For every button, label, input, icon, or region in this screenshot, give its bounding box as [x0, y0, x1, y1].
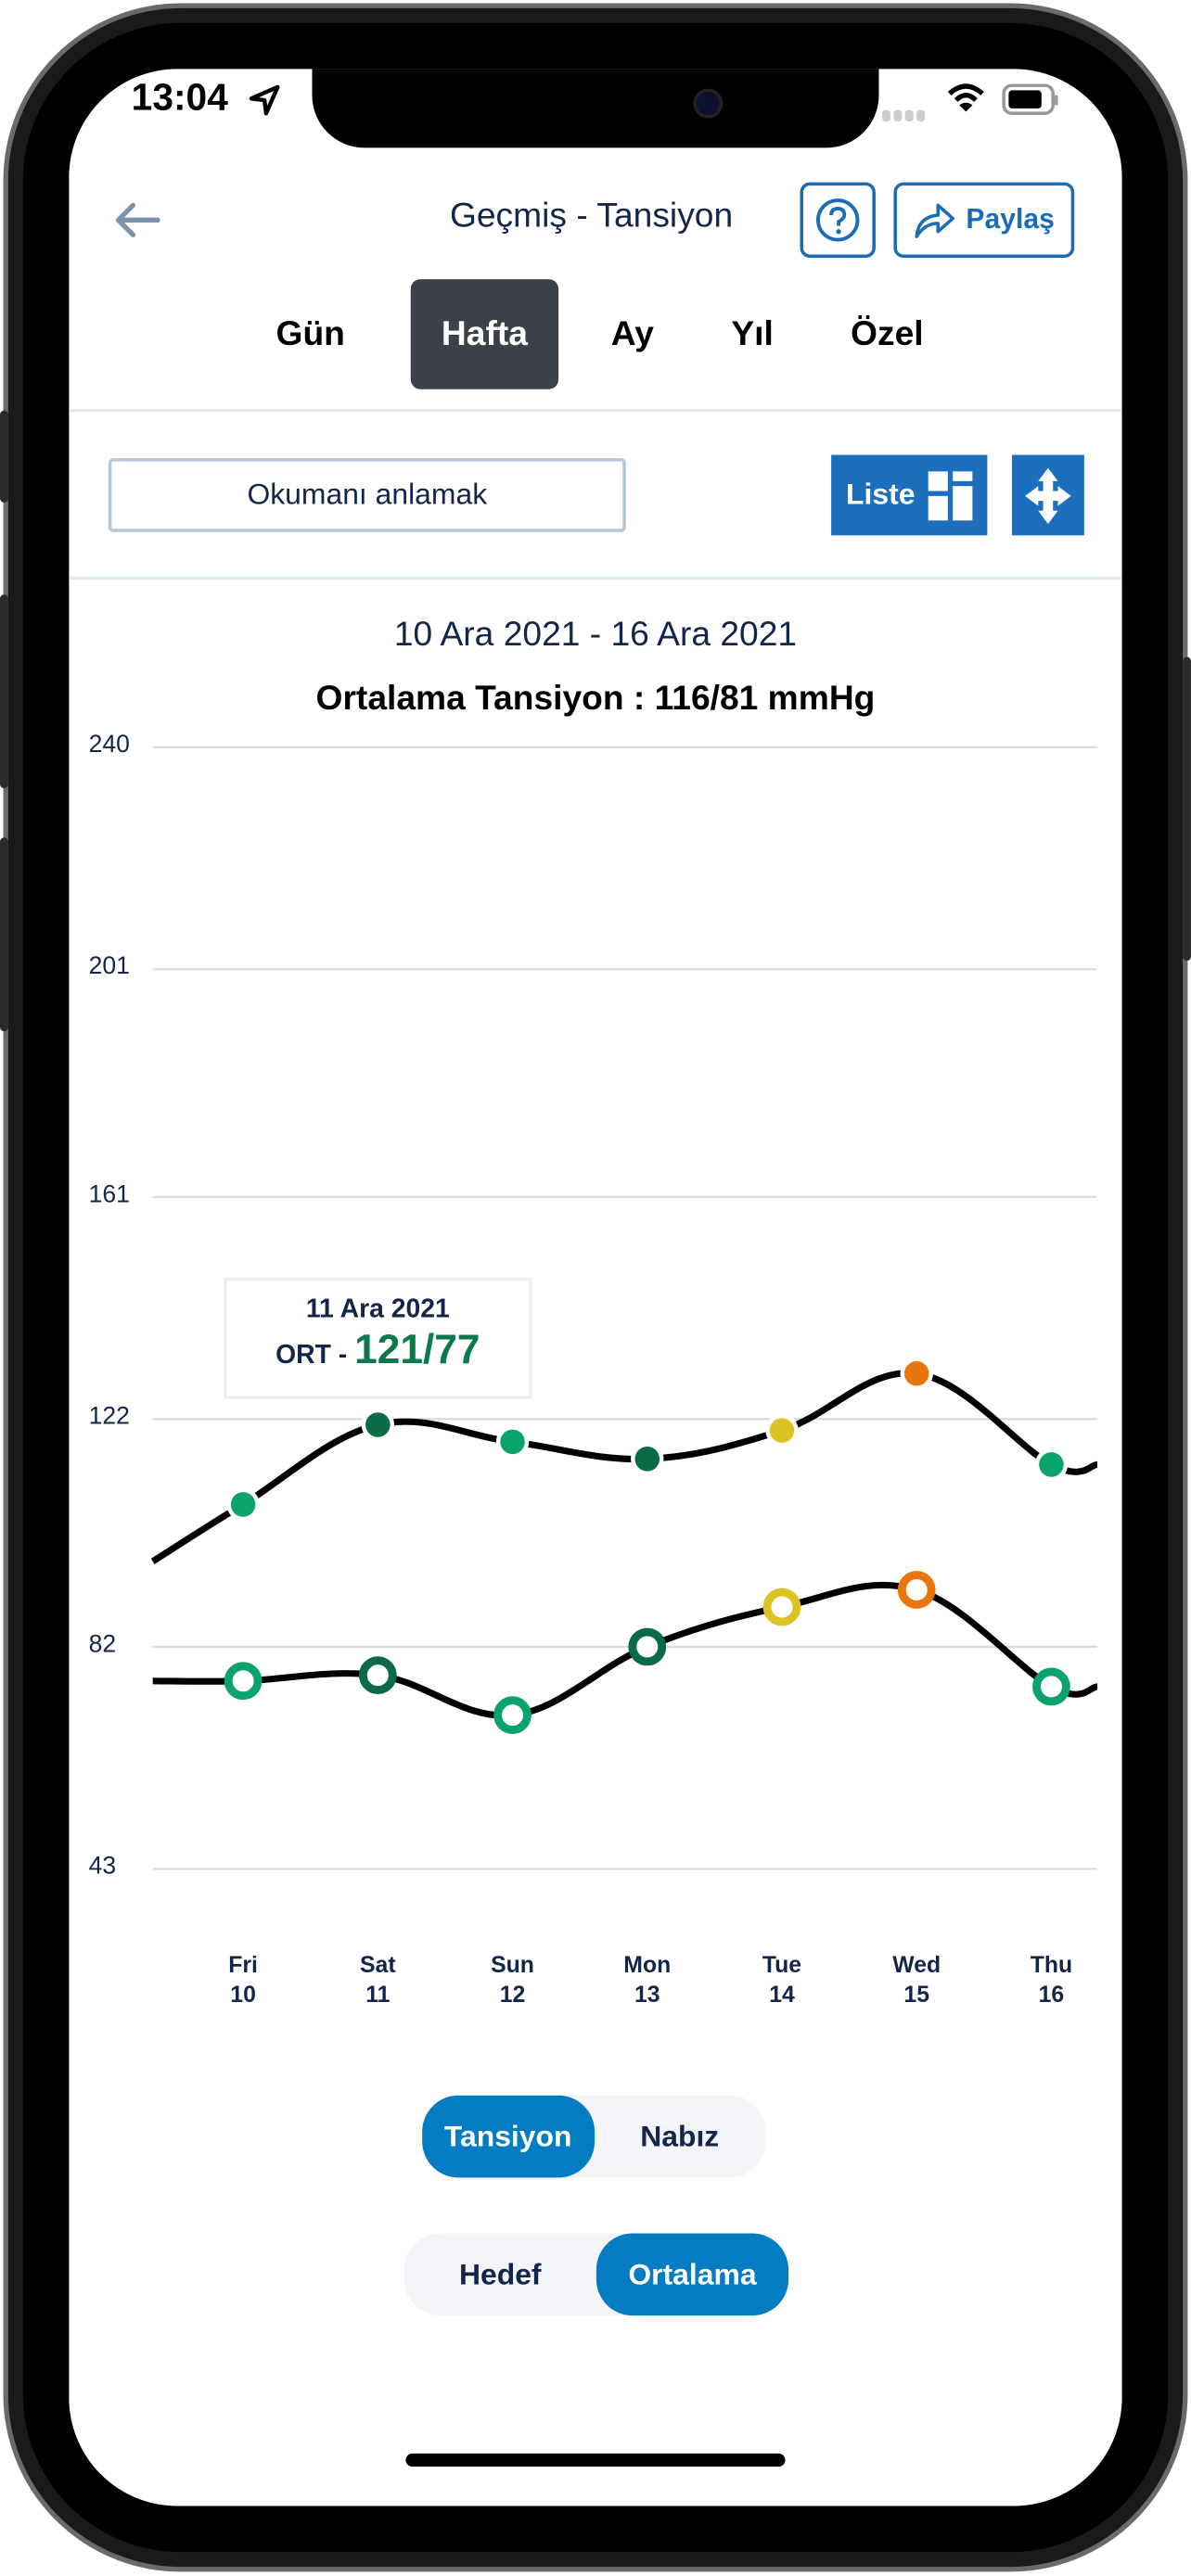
metric-toggle: Tansiyon Nabız [422, 2095, 766, 2178]
date-range: 10 Ara 2021 - 16 Ara 2021 [393, 616, 798, 654]
tab-yil[interactable]: Yıl [707, 279, 799, 389]
power-button [1183, 657, 1191, 962]
share-arrow-icon [915, 203, 955, 238]
grid-layout-icon [928, 470, 973, 520]
location-arrow-icon [247, 83, 283, 127]
tooltip-date: 11 Ara 2021 [305, 1295, 450, 1324]
x-date: 13 [634, 1980, 660, 2008]
tooltip-value: 121/77 [354, 1326, 480, 1373]
volume-down-button [0, 837, 8, 1032]
signal-icon [882, 102, 931, 132]
tab-gun[interactable]: Gün [247, 279, 375, 389]
x-tick-label: Tue 14 [733, 1949, 831, 2009]
battery-icon [1002, 83, 1061, 124]
x-day: Mon [623, 1950, 672, 1978]
wifi-icon [946, 83, 986, 123]
diastolik-point [358, 1656, 397, 1695]
sistolik-point [634, 1447, 660, 1472]
toggle-ortalama[interactable]: Ortalama [596, 2233, 789, 2316]
x-date: 10 [230, 1980, 256, 2008]
diastolik-point [628, 1627, 667, 1666]
question-circle-icon [816, 198, 860, 242]
understand-reading-button[interactable]: Okumanı anlamak [108, 458, 626, 532]
list-view-button[interactable]: Liste [831, 454, 988, 536]
x-day: Fri [228, 1950, 258, 1978]
toggle-hedef[interactable]: Hedef [458, 2257, 542, 2290]
camera-icon [693, 88, 724, 119]
toggle-nabiz[interactable]: Nabız [640, 2119, 720, 2152]
tab-label: Hafta [441, 314, 528, 352]
tooltip-prefix: ORT - [275, 1341, 355, 1371]
fullscreen-button[interactable] [1011, 454, 1084, 536]
x-date: 16 [1038, 1980, 1065, 2008]
chart-tooltip: 11 Ara 2021 ORT - 121/77 [223, 1277, 532, 1399]
sistolik-point [1039, 1452, 1064, 1477]
y-tick-label: 161 [88, 1180, 130, 1209]
x-tick-label: Thu 16 [1002, 1949, 1100, 2009]
arrow-left-icon [115, 202, 160, 237]
tab-ay[interactable]: Ay [583, 279, 682, 389]
tab-label: Ay [610, 314, 654, 352]
y-tick-label: 240 [88, 731, 130, 759]
x-date: 11 [365, 1980, 391, 2008]
x-tick-label: Sun 12 [463, 1949, 561, 2009]
x-day: Thu [1030, 1950, 1073, 1978]
share-label: Paylaş [966, 203, 1055, 236]
move-arrows-icon [1025, 466, 1071, 524]
tab-label: Özel [851, 314, 924, 352]
home-indicator[interactable] [405, 2453, 786, 2468]
y-tick-label: 43 [88, 1852, 117, 1881]
help-button[interactable] [800, 182, 876, 259]
mode-toggle: Hedef Ortalama [403, 2233, 789, 2316]
back-button[interactable] [111, 194, 164, 255]
x-day: Tue [762, 1950, 802, 1978]
status-time: 13:04 [131, 75, 228, 119]
diastolik-point [897, 1571, 936, 1609]
tab-hafta[interactable]: Hafta [410, 279, 559, 389]
x-date: 15 [903, 1980, 929, 2008]
diastolik-line [152, 1581, 1098, 1719]
x-date: 12 [499, 1980, 526, 2008]
list-label: Liste [846, 478, 916, 511]
x-day: Sun [491, 1950, 534, 1978]
sistolik-point [365, 1412, 391, 1437]
sistolik-point [903, 1360, 929, 1386]
divider [69, 576, 1122, 580]
y-tick-label: 82 [88, 1630, 117, 1659]
diastolik-point [493, 1696, 531, 1734]
page-title: Geçmiş - Tansiyon [449, 197, 734, 236]
y-tick-label: 201 [88, 952, 130, 981]
sistolik-point [769, 1418, 795, 1443]
diastolik-point [1032, 1667, 1070, 1706]
y-tick-label: 122 [88, 1402, 130, 1431]
toggle-tansiyon[interactable]: Tansiyon [422, 2095, 595, 2178]
volume-up-button [0, 594, 8, 789]
divider [69, 408, 1122, 413]
tab-ozel[interactable]: Özel [829, 279, 944, 389]
x-day: Sat [360, 1950, 396, 1978]
diastolik-point [762, 1588, 801, 1626]
tab-label: Gün [275, 314, 345, 352]
x-day: Wed [892, 1950, 941, 1978]
notch [312, 69, 879, 148]
average-pressure: Ortalama Tansiyon : 116/81 mmHg [315, 680, 876, 718]
diastolik-point [224, 1662, 263, 1701]
sistolik-point [500, 1429, 525, 1455]
x-tick-label: Mon 13 [598, 1949, 697, 2009]
x-tick-label: Sat 11 [328, 1949, 427, 2009]
x-date: 14 [769, 1980, 795, 2008]
share-button[interactable]: Paylaş [893, 182, 1075, 259]
x-tick-label: Wed 15 [867, 1949, 966, 2009]
tab-label: Yıl [731, 314, 774, 352]
sistolik-point [230, 1492, 256, 1517]
mute-switch [0, 410, 8, 503]
sistolik-line [150, 1370, 1098, 1564]
x-tick-label: Fri 10 [194, 1949, 292, 2009]
